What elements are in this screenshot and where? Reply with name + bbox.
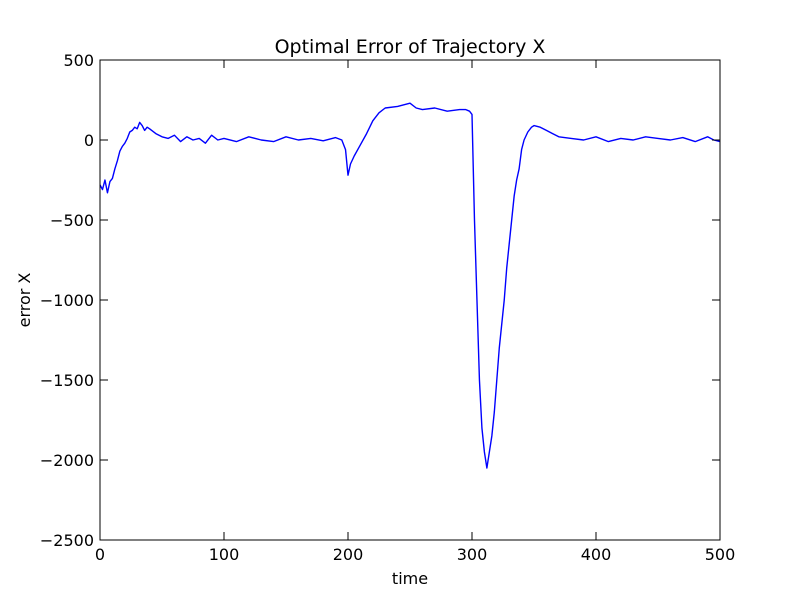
x-tick-label: 400 (581, 545, 612, 564)
chart-title: Optimal Error of Trajectory X (275, 36, 546, 58)
y-tick-label: 500 (63, 51, 94, 70)
plot-area (99, 102, 721, 469)
plot-frame (99, 59, 721, 541)
series-line (99, 102, 721, 469)
x-tick-label: 100 (209, 545, 240, 564)
y-tick-label: −500 (50, 211, 94, 230)
x-tick-label: 500 (705, 545, 736, 564)
y-axis-label: error X (15, 273, 34, 328)
y-tick-label: 0 (84, 131, 94, 150)
x-tick-label: 0 (95, 545, 105, 564)
y-tick-label: −1500 (40, 371, 94, 390)
x-tick-label: 300 (457, 545, 488, 564)
y-tick-label: −1000 (40, 291, 94, 310)
y-tick-label: −2000 (40, 451, 94, 470)
axis-ticks: 0 100 200 300 400 500 500 0 −500 −1000 −1500 −2000 −… (40, 51, 735, 564)
y-tick-label: −2500 (40, 531, 94, 550)
x-tick-label: 200 (333, 545, 364, 564)
x-axis-label: time (392, 569, 428, 588)
